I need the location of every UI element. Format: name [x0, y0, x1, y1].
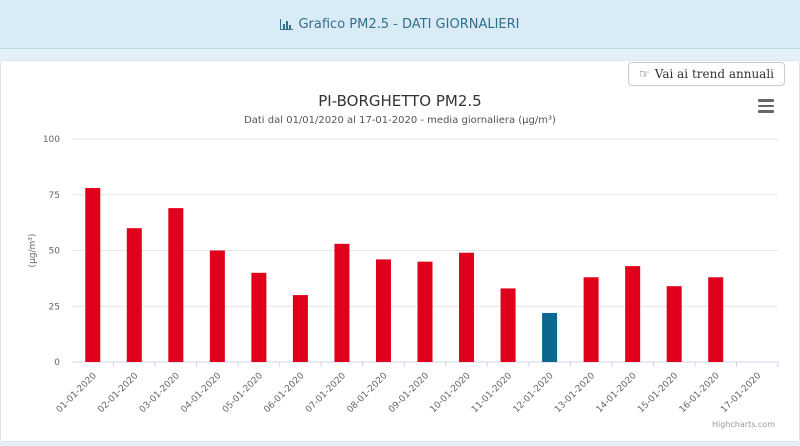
bar — [85, 188, 101, 362]
x-tick-label: 07-01-2020 — [304, 371, 348, 415]
bar — [583, 277, 599, 362]
x-tick-label: 15-01-2020 — [636, 371, 680, 415]
bar — [666, 286, 682, 362]
bar — [334, 243, 350, 362]
y-tick-label: 0 — [54, 358, 60, 368]
bar — [168, 208, 184, 362]
x-tick-label: 06-01-2020 — [262, 371, 306, 415]
x-tick-label: 13-01-2020 — [553, 371, 597, 415]
bar — [625, 266, 641, 362]
bar — [708, 277, 724, 362]
y-tick-label: 25 — [49, 302, 60, 312]
x-tick-label: 11-01-2020 — [470, 371, 514, 415]
x-tick-label: 03-01-2020 — [138, 371, 182, 415]
panel-header: Grafico PM2.5 - DATI GIORNALIERI — [0, 0, 800, 49]
x-tick-label: 08-01-2020 — [346, 371, 390, 415]
bar-chart-icon — [280, 18, 294, 30]
bar — [417, 261, 433, 362]
x-tick-label: 05-01-2020 — [221, 371, 265, 415]
y-axis-title: (µg/m³) — [28, 234, 38, 268]
bar — [500, 288, 516, 362]
chart-title: PI-BORGHETTO PM2.5 — [318, 92, 482, 110]
credits-link[interactable]: Highcharts.com — [712, 420, 775, 429]
y-tick-label: 100 — [43, 135, 60, 145]
y-tick-label: 50 — [49, 247, 61, 257]
trend-button[interactable]: ☞ Vai ai trend annuali — [628, 62, 785, 86]
thumbs-up-icon: ☞ — [639, 67, 650, 81]
x-tick-label: 17-01-2020 — [719, 371, 763, 415]
x-tick-label: 01-01-2020 — [55, 371, 99, 415]
trend-button-label: Vai ai trend annuali — [654, 67, 774, 81]
bar — [375, 259, 391, 362]
x-tick-label: 02-01-2020 — [96, 371, 140, 415]
x-tick-label: 09-01-2020 — [387, 371, 431, 415]
bar — [459, 252, 475, 362]
bar — [126, 228, 142, 362]
x-tick-label: 12-01-2020 — [512, 371, 556, 415]
panel-title: Grafico PM2.5 - DATI GIORNALIERI — [298, 16, 520, 32]
x-tick-label: 04-01-2020 — [179, 371, 223, 415]
bar — [209, 250, 225, 362]
y-tick-label: 75 — [49, 191, 60, 201]
bar — [542, 312, 558, 362]
x-tick-label: 14-01-2020 — [595, 371, 639, 415]
bar — [251, 272, 267, 362]
x-tick-label: 16-01-2020 — [678, 371, 722, 415]
bar — [292, 295, 308, 362]
chart-menu-icon[interactable] — [758, 99, 774, 113]
x-tick-label: 10-01-2020 — [429, 371, 473, 415]
chart-subtitle: Dati dal 01/01/2020 al 17-01-2020 - medi… — [244, 115, 556, 126]
